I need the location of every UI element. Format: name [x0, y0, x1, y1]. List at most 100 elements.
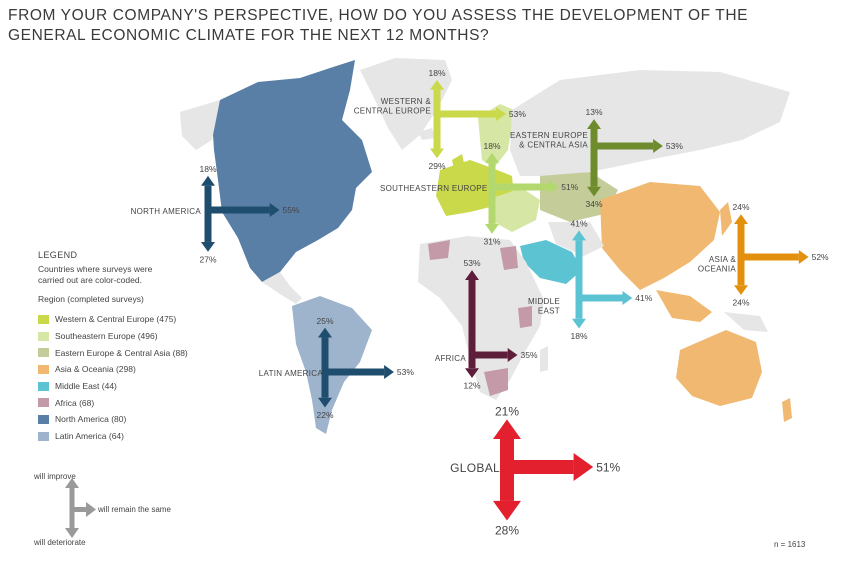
legend-label: Eastern Europe & Central Asia (88)	[55, 347, 188, 358]
same-stem	[594, 142, 654, 150]
same-arrowhead	[798, 250, 809, 264]
improve-deteriorate-stem	[204, 185, 212, 242]
legend-label: Africa (68)	[55, 397, 95, 408]
same-value-label: 55%	[283, 205, 300, 215]
key-improve-label: will improve	[34, 472, 76, 481]
sample-size-label: n = 1613	[774, 540, 806, 549]
region-name-label: MIDDLE	[528, 297, 560, 306]
improve-arrowhead	[201, 175, 215, 186]
improve-arrowhead	[587, 119, 601, 129]
land-scandinavia	[478, 104, 514, 168]
deteriorate-value-label: 28%	[495, 524, 519, 538]
deteriorate-value-label: 18%	[570, 331, 587, 341]
world-map-land	[180, 58, 792, 434]
deteriorate-arrowhead	[485, 223, 499, 234]
deteriorate-value-label: 29%	[428, 161, 445, 171]
legend-swatch	[38, 314, 49, 324]
improve-arrowhead	[465, 270, 479, 280]
region-arrow-group: 53% 12% 35% AFRICA	[435, 258, 538, 390]
legend-item: North America (80)	[38, 411, 228, 428]
legend-item: Latin America (64)	[38, 428, 228, 445]
region-arrow-group: 21% 28% 51% GLOBAL	[450, 404, 620, 537]
improve-arrowhead	[493, 419, 521, 440]
same-arrowhead	[573, 453, 594, 481]
deteriorate-arrowhead	[201, 241, 215, 252]
land-new-zealand	[782, 398, 792, 422]
key-deteriorate-label: will deteriorate	[34, 538, 86, 547]
improve-value-label: 13%	[585, 107, 602, 117]
improve-value-label: 25%	[316, 316, 333, 326]
region-arrow-group: 25% 22% 53% LATIN AMERICA	[259, 316, 415, 420]
region-arrow-group: 18% 27% 55% NORTH AMERICA	[131, 164, 300, 264]
same-value-label: 35%	[521, 350, 538, 360]
land-middle-east	[520, 240, 582, 284]
deteriorate-arrowhead	[465, 368, 479, 378]
region-name-label: ASIA &	[709, 255, 737, 264]
land-north-africa	[428, 240, 450, 260]
legend-swatch	[38, 414, 49, 424]
same-arrowhead	[507, 348, 518, 362]
improve-arrowhead	[430, 79, 444, 90]
region-name-label: AFRICA	[435, 354, 466, 363]
region-arrow-group: 24% 24% 52% ASIA &OCEANIA	[698, 202, 829, 307]
land-russia	[510, 70, 790, 176]
improve-value-label: 41%	[570, 219, 587, 229]
improve-value-label: 18%	[483, 141, 500, 151]
land-south-africa	[484, 368, 508, 396]
same-arrowhead	[653, 139, 663, 153]
chart-title-line-2: GENERAL ECONOMIC CLIMATE FOR THE NEXT 12…	[8, 27, 490, 44]
improve-deteriorate-stem	[575, 240, 583, 319]
chart-title: FROM YOUR COMPANY'S PERSPECTIVE, HOW DO …	[8, 6, 838, 46]
improve-value-label: 53%	[463, 258, 480, 268]
legend-label: Middle East (44)	[55, 381, 117, 392]
same-arrowhead	[384, 365, 394, 379]
deteriorate-arrowhead	[734, 285, 748, 295]
land-japan	[720, 202, 732, 236]
improve-deteriorate-stem	[433, 89, 441, 149]
land-alaska	[180, 100, 220, 150]
land-east-africa	[518, 306, 532, 328]
region-name-label: CENTRAL EUROPE	[354, 107, 431, 116]
deteriorate-value-label: 12%	[463, 381, 480, 391]
legend-item: Southeastern Europe (496)	[38, 328, 228, 345]
same-stem	[507, 460, 574, 474]
region-name-label: GLOBAL	[450, 461, 500, 475]
land-southeastern-europe	[492, 188, 540, 232]
legend-item: Eastern Europe & Central Asia (88)	[38, 344, 228, 361]
deteriorate-arrowhead	[572, 318, 586, 329]
same-stem	[492, 183, 549, 191]
same-stem	[437, 110, 497, 118]
legend-label: Southeastern Europe (496)	[55, 331, 158, 342]
improve-deteriorate-stem	[321, 337, 329, 398]
region-arrow-group: 13% 34% 53% EASTERN EUROPE& CENTRAL ASIA	[510, 107, 683, 209]
land-africa	[418, 236, 544, 400]
legend-item: Western & Central Europe (475)	[38, 311, 228, 328]
legend-label: Asia & Oceania (298)	[55, 364, 136, 375]
same-stem	[208, 206, 270, 214]
legend-title: LEGEND	[38, 250, 78, 260]
legend-swatch	[38, 381, 49, 391]
improve-arrowhead	[572, 230, 586, 241]
land-central-america	[262, 272, 302, 304]
legend-items: Western & Central Europe (475) Southeaste…	[38, 311, 228, 445]
land-british-isles	[452, 154, 466, 178]
deteriorate-value-label: 34%	[585, 199, 602, 209]
improve-deteriorate-stem	[590, 128, 598, 187]
land-north-america	[212, 60, 372, 282]
deteriorate-arrowhead	[318, 397, 332, 408]
legend-swatch	[38, 431, 49, 441]
same-stem	[325, 368, 385, 376]
land-madagascar	[540, 346, 548, 372]
legend-label: Latin America (64)	[55, 431, 124, 442]
improve-value-label: 18%	[428, 68, 445, 78]
land-greenland	[360, 58, 452, 150]
legend-label: North America (80)	[55, 414, 127, 425]
same-value-label: 53%	[666, 141, 683, 151]
land-new-guinea	[724, 312, 768, 332]
legend-item: Asia & Oceania (298)	[38, 361, 228, 378]
region-name-label: LATIN AMERICA	[259, 369, 324, 378]
improve-value-label: 24%	[732, 202, 749, 212]
legend-subtitle: Region (completed surveys)	[38, 294, 144, 304]
